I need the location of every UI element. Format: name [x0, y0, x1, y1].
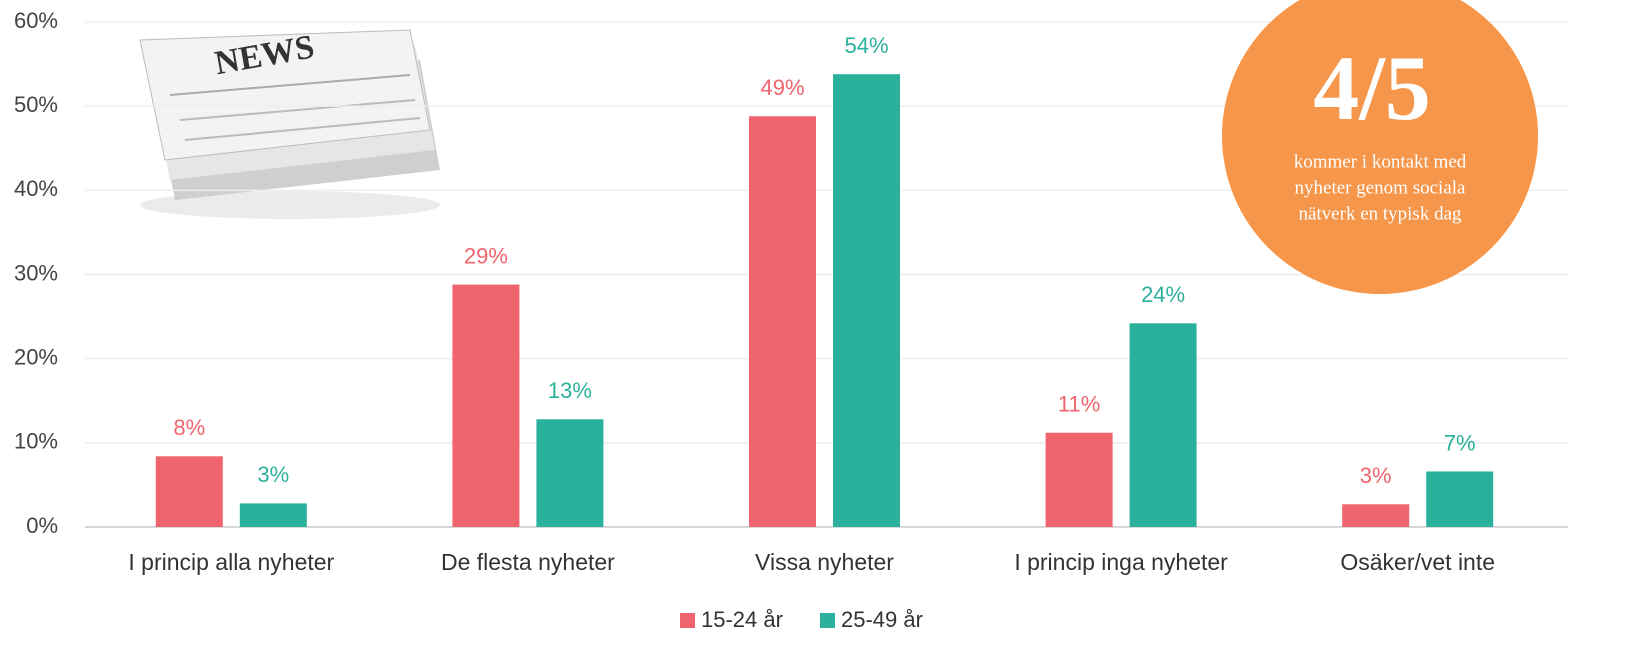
x-tick-label: I princip inga nyheter	[1014, 549, 1228, 575]
y-tick-label: 10%	[14, 429, 58, 454]
chart: NEWS 0%10%20%30%40%50%60%I princip alla …	[0, 0, 1652, 666]
value-label: 54%	[844, 33, 888, 58]
y-tick-label: 0%	[26, 513, 58, 538]
y-tick-label: 30%	[14, 260, 58, 285]
y-tick-label: 50%	[14, 92, 58, 117]
bar	[1342, 504, 1409, 527]
bar	[1046, 433, 1113, 527]
annotation-big: 4/5	[1313, 37, 1431, 139]
value-label: 11%	[1058, 392, 1100, 417]
bar	[749, 116, 816, 527]
value-label: 29%	[464, 243, 508, 268]
bar	[1426, 471, 1493, 527]
bar	[452, 285, 519, 527]
legend-swatch	[680, 613, 695, 628]
y-tick-label: 60%	[14, 8, 58, 33]
bar	[1130, 323, 1197, 527]
y-tick-label: 40%	[14, 176, 58, 201]
bar	[536, 419, 603, 527]
x-tick-label: I princip alla nyheter	[128, 549, 334, 575]
x-tick-label: Vissa nyheter	[755, 549, 894, 575]
x-tick-label: De flesta nyheter	[441, 549, 615, 575]
annotation-line: kommer i kontakt med	[1294, 151, 1467, 172]
value-label: 49%	[760, 75, 804, 100]
bar	[156, 456, 223, 527]
legend-swatch	[820, 613, 835, 628]
bar	[833, 74, 900, 527]
value-label: 13%	[548, 378, 592, 403]
annotation-line: nyheter genom sociala	[1295, 177, 1467, 198]
x-tick-label: Osäker/vet inte	[1340, 549, 1495, 575]
value-label: 24%	[1141, 282, 1185, 307]
bar	[240, 503, 307, 527]
annotation-line: nätverk en typisk dag	[1298, 203, 1462, 224]
legend-label: 15-24 år	[701, 607, 783, 632]
legend-label: 25-49 år	[841, 607, 923, 632]
value-label: 8%	[173, 415, 205, 440]
y-tick-label: 20%	[14, 344, 58, 369]
value-label: 7%	[1444, 430, 1476, 455]
value-label: 3%	[1360, 463, 1392, 488]
value-label: 3%	[257, 462, 289, 487]
